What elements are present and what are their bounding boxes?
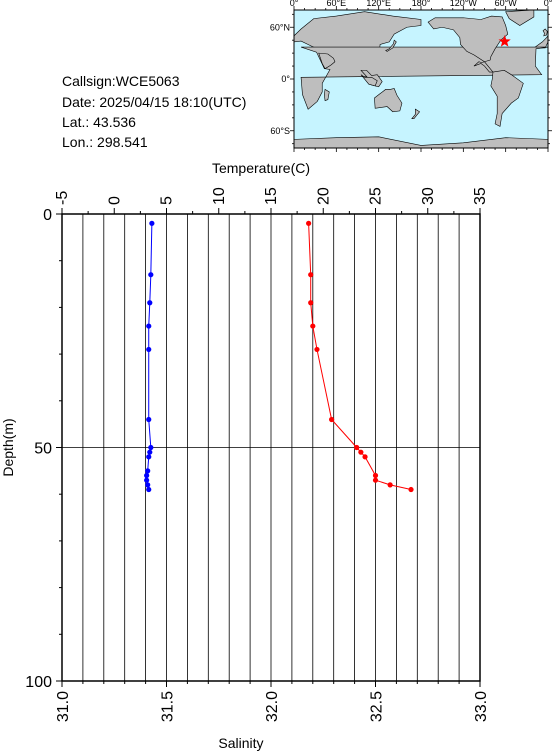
salinity-point (358, 449, 364, 455)
map-land-south-america (490, 70, 524, 127)
temperature-point (149, 220, 155, 226)
chart-grid (62, 214, 480, 681)
map-lat-label: 60°N (270, 22, 290, 32)
temperature-tick-label: 10 (211, 187, 228, 205)
temperature-point (146, 346, 152, 353)
callsign-label: Callsign:WCE5063 (62, 73, 180, 89)
map-lon-label: 180° (412, 0, 431, 8)
temperature-tick-label: 5 (159, 196, 176, 205)
temperature-point (146, 323, 152, 329)
salinity-axis-label: Salinity (218, 735, 263, 751)
station-marker-icon (498, 35, 511, 47)
map-land-japan (385, 39, 397, 52)
salinity-point (314, 346, 320, 353)
map-land-indonesia (360, 74, 378, 87)
map-lon-label: 120°E (366, 0, 391, 8)
salinity-point (387, 482, 393, 488)
map-lon-label: 60°E (327, 0, 347, 8)
temperature-point (145, 482, 151, 488)
salinity-point (362, 454, 368, 460)
temperature-point (145, 468, 151, 474)
temperature-tick-label: 30 (420, 187, 437, 205)
salinity-point (308, 300, 314, 306)
salinity-tick-label: 31.0 (55, 691, 72, 722)
temperature-point (146, 416, 152, 423)
depth-tick-label: 50 (34, 441, 52, 458)
date-label: Date: 2025/04/15 18:10(UTC) (62, 94, 247, 110)
salinity-point (306, 220, 312, 226)
salinity-point (354, 444, 360, 451)
map-lon-label: 0° (290, 0, 299, 8)
map-lat-label: 0° (281, 74, 290, 84)
longitude-label: Lon.: 298.541 (62, 134, 148, 150)
temperature-point (148, 444, 154, 451)
temperature-tick-label: -5 (54, 191, 71, 205)
map-land-nz (411, 108, 421, 119)
temperature-point (146, 486, 152, 493)
temperature-tick-label: 25 (368, 187, 385, 205)
salinity-point (329, 416, 335, 423)
salinity-point (372, 477, 379, 483)
temperature-point (144, 472, 150, 479)
temperature-point (147, 300, 153, 306)
map-land-uk (542, 28, 548, 37)
temperature-axis-label: Temperature(C) (212, 160, 310, 176)
salinity-point (372, 472, 379, 479)
temperature-point (146, 454, 152, 460)
temperature-point (147, 449, 153, 455)
map-land-australia (374, 88, 403, 113)
temperature-point (148, 272, 154, 278)
salinity-tick-label: 31.5 (160, 691, 177, 722)
salinity-point (408, 486, 414, 493)
location-map: 0° 60°E 120°E 180° 120°W 60°W 0° 60°N 0° 60°S (270, 0, 553, 152)
temperature-tick-label: 15 (263, 187, 280, 205)
salinity-profile-line (308, 223, 412, 491)
map-land-madagascar (324, 88, 330, 101)
depth-tick-label: 0 (43, 207, 52, 224)
salinity-point (310, 323, 316, 329)
salinity-tick-label: 32.5 (369, 691, 386, 722)
depth-tick-label: 100 (25, 674, 52, 691)
temperature-tick-label: 20 (315, 187, 332, 205)
depth-axis-label: Depth(m) (0, 418, 16, 476)
map-land-africa (300, 46, 549, 110)
temperature-tick-label: 35 (472, 187, 489, 205)
temperature-tick-label: 0 (106, 196, 123, 205)
salinity-tick-label: 32.0 (264, 691, 281, 722)
map-land-arabia (318, 52, 336, 70)
map-land-north-america (427, 15, 509, 73)
salinity-point (308, 272, 314, 278)
map-lon-label: 0° (544, 0, 553, 8)
temperature-point (144, 477, 150, 483)
map-lat-label: 60°S (270, 126, 290, 136)
salinity-tick-label: 33.0 (473, 691, 490, 722)
latitude-label: Lat.: 43.536 (62, 114, 136, 130)
map-lon-label: 120°W (450, 0, 478, 8)
chart-series (144, 220, 414, 493)
map-lon-label: 60°W (495, 0, 518, 8)
